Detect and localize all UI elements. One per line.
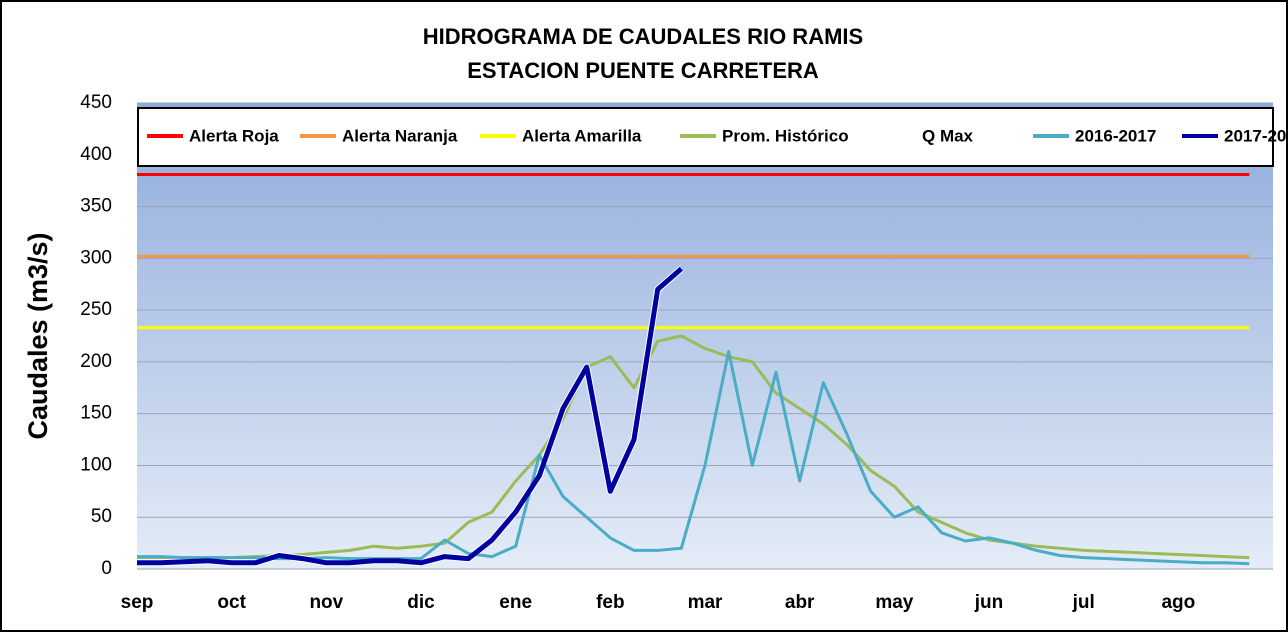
series-line — [137, 334, 1250, 560]
legend-label: Q Max — [922, 126, 974, 145]
legend-label: Alerta Naranja — [342, 126, 458, 145]
legend-label: Prom. Histórico — [722, 126, 849, 145]
y-tick-label: 200 — [80, 351, 112, 372]
x-tick-label: nov — [309, 592, 343, 613]
x-tick-label: feb — [596, 592, 625, 613]
series-line — [137, 266, 683, 566]
chart-subtitle: ESTACION PUENTE CARRETERA — [467, 58, 819, 83]
y-tick-label: 300 — [80, 247, 112, 268]
x-tick-label: mar — [688, 592, 723, 613]
y-tick-label: 250 — [80, 299, 112, 320]
y-tick-label: 150 — [80, 403, 112, 424]
legend-label: Alerta Amarilla — [522, 126, 642, 145]
y-tick-label: 0 — [101, 558, 112, 579]
y-tick-label: 100 — [80, 454, 112, 475]
y-axis-label: Caudales (m3/s) — [23, 232, 53, 439]
x-tick-label: ago — [1161, 592, 1195, 613]
y-tick-label: 50 — [91, 506, 112, 527]
y-tick-label: 450 — [80, 92, 112, 113]
x-tick-label: oct — [217, 592, 246, 613]
x-tick-label: jun — [974, 592, 1004, 613]
y-tick-label: 350 — [80, 196, 112, 217]
series-line — [137, 350, 1250, 566]
x-tick-label: jul — [1072, 592, 1095, 613]
x-tick-label: ene — [499, 592, 532, 613]
x-tick-label: abr — [785, 592, 815, 613]
legend-label: 2017-2018 — [1224, 126, 1288, 145]
x-tick-label: may — [875, 592, 913, 613]
chart-title: HIDROGRAMA DE CAUDALES RIO RAMIS — [423, 24, 863, 49]
y-tick-label: 400 — [80, 144, 112, 165]
x-tick-label: sep — [121, 592, 154, 613]
plot-area — [137, 103, 1273, 569]
legend-label: 2016-2017 — [1075, 126, 1156, 145]
x-tick-label: dic — [407, 592, 435, 613]
legend-label: Alerta Roja — [189, 126, 279, 145]
